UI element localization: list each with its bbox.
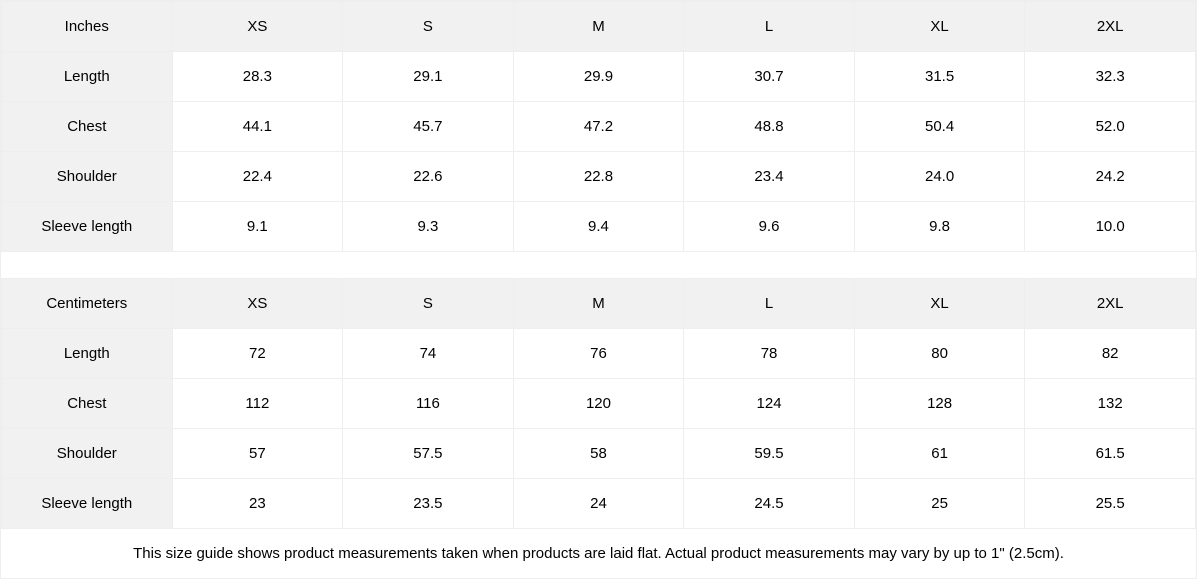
table-spacer bbox=[1, 252, 1196, 278]
size-table-inches: Inches XS S M L XL 2XL Length 28.3 29.1 … bbox=[1, 1, 1196, 252]
measurement-value: 23.4 bbox=[684, 152, 855, 202]
measurement-value: 52.0 bbox=[1025, 102, 1196, 152]
measurement-value: 25 bbox=[854, 479, 1025, 529]
measurement-label: Shoulder bbox=[2, 152, 173, 202]
measurement-value: 72 bbox=[172, 329, 343, 379]
measurement-value: 25.5 bbox=[1025, 479, 1196, 529]
measurement-label: Length bbox=[2, 329, 173, 379]
measurement-value: 74 bbox=[343, 329, 514, 379]
measurement-value: 9.6 bbox=[684, 202, 855, 252]
measurement-value: 120 bbox=[513, 379, 684, 429]
measurement-value: 23 bbox=[172, 479, 343, 529]
measurement-value: 22.6 bbox=[343, 152, 514, 202]
measurement-value: 82 bbox=[1025, 329, 1196, 379]
size-header: 2XL bbox=[1025, 2, 1196, 52]
size-header: 2XL bbox=[1025, 279, 1196, 329]
table-row: Length 72 74 76 78 80 82 bbox=[2, 329, 1196, 379]
measurement-value: 24.0 bbox=[854, 152, 1025, 202]
measurement-value: 116 bbox=[343, 379, 514, 429]
measurement-value: 30.7 bbox=[684, 52, 855, 102]
measurement-value: 76 bbox=[513, 329, 684, 379]
size-header: M bbox=[513, 2, 684, 52]
measurement-value: 128 bbox=[854, 379, 1025, 429]
size-header: L bbox=[684, 2, 855, 52]
size-guide-container: Inches XS S M L XL 2XL Length 28.3 29.1 … bbox=[0, 0, 1197, 579]
measurement-value: 59.5 bbox=[684, 429, 855, 479]
size-header: XS bbox=[172, 279, 343, 329]
table-row: Sleeve length 9.1 9.3 9.4 9.6 9.8 10.0 bbox=[2, 202, 1196, 252]
size-header: XL bbox=[854, 2, 1025, 52]
measurement-value: 48.8 bbox=[684, 102, 855, 152]
measurement-value: 29.1 bbox=[343, 52, 514, 102]
size-table-centimeters: Centimeters XS S M L XL 2XL Length 72 74… bbox=[1, 278, 1196, 529]
measurement-value: 9.3 bbox=[343, 202, 514, 252]
measurement-value: 44.1 bbox=[172, 102, 343, 152]
measurement-value: 132 bbox=[1025, 379, 1196, 429]
measurement-label: Chest bbox=[2, 379, 173, 429]
measurement-value: 61 bbox=[854, 429, 1025, 479]
table-row: Shoulder 57 57.5 58 59.5 61 61.5 bbox=[2, 429, 1196, 479]
measurement-label: Length bbox=[2, 52, 173, 102]
measurement-value: 10.0 bbox=[1025, 202, 1196, 252]
measurement-value: 9.4 bbox=[513, 202, 684, 252]
measurement-value: 61.5 bbox=[1025, 429, 1196, 479]
measurement-value: 22.4 bbox=[172, 152, 343, 202]
measurement-label: Sleeve length bbox=[2, 479, 173, 529]
measurement-value: 124 bbox=[684, 379, 855, 429]
measurement-value: 31.5 bbox=[854, 52, 1025, 102]
table-row: Shoulder 22.4 22.6 22.8 23.4 24.0 24.2 bbox=[2, 152, 1196, 202]
size-header: XS bbox=[172, 2, 343, 52]
table-row: Sleeve length 23 23.5 24 24.5 25 25.5 bbox=[2, 479, 1196, 529]
size-header: S bbox=[343, 279, 514, 329]
measurement-value: 78 bbox=[684, 329, 855, 379]
measurement-value: 24 bbox=[513, 479, 684, 529]
unit-header: Inches bbox=[2, 2, 173, 52]
measurement-value: 57.5 bbox=[343, 429, 514, 479]
size-header: L bbox=[684, 279, 855, 329]
measurement-value: 50.4 bbox=[854, 102, 1025, 152]
measurement-label: Shoulder bbox=[2, 429, 173, 479]
measurement-value: 22.8 bbox=[513, 152, 684, 202]
measurement-value: 58 bbox=[513, 429, 684, 479]
measurement-value: 47.2 bbox=[513, 102, 684, 152]
table-row: Chest 44.1 45.7 47.2 48.8 50.4 52.0 bbox=[2, 102, 1196, 152]
unit-header: Centimeters bbox=[2, 279, 173, 329]
header-row: Inches XS S M L XL 2XL bbox=[2, 2, 1196, 52]
measurement-value: 80 bbox=[854, 329, 1025, 379]
measurement-value: 9.8 bbox=[854, 202, 1025, 252]
measurement-value: 23.5 bbox=[343, 479, 514, 529]
header-row: Centimeters XS S M L XL 2XL bbox=[2, 279, 1196, 329]
measurement-value: 32.3 bbox=[1025, 52, 1196, 102]
measurement-value: 9.1 bbox=[172, 202, 343, 252]
size-guide-footnote: This size guide shows product measuremen… bbox=[1, 529, 1196, 578]
size-header: S bbox=[343, 2, 514, 52]
measurement-value: 57 bbox=[172, 429, 343, 479]
size-header: M bbox=[513, 279, 684, 329]
measurement-value: 45.7 bbox=[343, 102, 514, 152]
measurement-label: Chest bbox=[2, 102, 173, 152]
measurement-value: 112 bbox=[172, 379, 343, 429]
measurement-value: 24.2 bbox=[1025, 152, 1196, 202]
measurement-value: 28.3 bbox=[172, 52, 343, 102]
measurement-value: 29.9 bbox=[513, 52, 684, 102]
size-header: XL bbox=[854, 279, 1025, 329]
measurement-value: 24.5 bbox=[684, 479, 855, 529]
table-row: Chest 112 116 120 124 128 132 bbox=[2, 379, 1196, 429]
table-row: Length 28.3 29.1 29.9 30.7 31.5 32.3 bbox=[2, 52, 1196, 102]
measurement-label: Sleeve length bbox=[2, 202, 173, 252]
